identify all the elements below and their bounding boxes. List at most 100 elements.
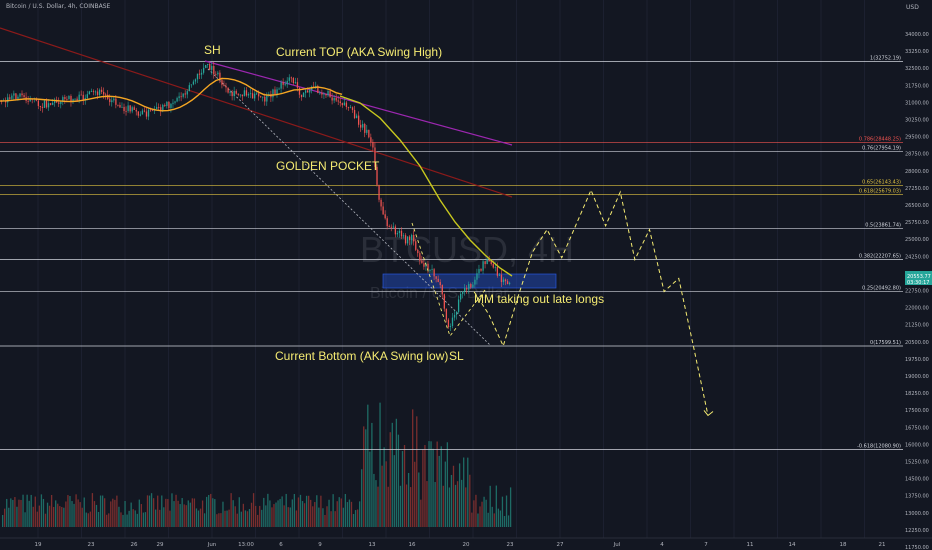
candle-body [90,91,93,93]
volume-bar [50,495,53,527]
volume-bar [171,493,173,527]
price-tick-label: 32500.00 [905,66,929,72]
demand-zone[interactable] [382,273,557,289]
current-price-value: 20553.77 [907,274,931,280]
volume-bar [416,416,418,527]
candle-body [92,91,95,93]
candle-body [496,267,499,276]
candle-body [184,93,186,95]
volume-bar [193,498,196,527]
candle-body [227,87,229,93]
volume-bar [95,504,98,527]
volume-bar [414,461,416,527]
candle-body [198,73,201,75]
candle-body [205,64,207,68]
volume-bar [157,495,159,527]
volume-bar [385,461,387,527]
volume-bar [434,482,436,527]
volume-bars [2,402,512,527]
candle-body [482,261,484,271]
time-tick-label: 23 [507,542,514,548]
volume-bar [401,451,404,527]
time-tick-label: 6 [279,542,283,548]
volume-bar [377,486,379,527]
candle-body [276,89,278,95]
volume-bar [152,498,155,527]
volume-bar [430,441,432,527]
volume-bar [316,495,318,527]
volume-bar [126,514,128,527]
volume-bar [261,509,263,527]
volume-bar [189,502,191,527]
volume-bar [424,445,426,527]
volume-bar [499,510,502,527]
candle-body [249,93,252,95]
candle-body [290,77,292,79]
projection-dashed-path [473,188,709,416]
candle-body [200,72,203,75]
volume-bar [471,512,473,527]
volume-bar [197,510,200,527]
fib-label: 0.786(28448.25) [859,136,901,142]
candle-body [296,82,299,88]
time-tick-label: 23 [88,542,95,548]
volume-bar [381,465,383,527]
volume-bar [346,502,349,527]
volume-bar [181,498,183,527]
candle-body [143,110,146,112]
candle-body [19,93,21,97]
volume-bar [467,457,469,527]
candle-body [141,110,144,115]
price-axis[interactable]: 34000.00 33250.00 32500.00 31750.00 31000.00… [905,32,929,550]
annotations[interactable]: SH Current TOP (AKA Swing High) GOLDEN P… [204,43,604,363]
volume-bar [444,461,446,527]
volume-bar [340,498,342,527]
price-tick-label: 21250.00 [905,323,929,329]
candle-body [211,66,213,70]
candle-body [145,111,148,117]
volume-bar [55,500,57,527]
price-tick-label: 13000.00 [905,511,929,517]
candle-body [264,96,266,102]
volume-bar [228,509,230,527]
volume-bar [16,506,18,527]
volume-bar [26,494,28,527]
candle-body [366,129,368,133]
volume-bar [91,493,94,527]
candle-body [37,100,40,106]
candle-body [468,284,470,290]
volume-bar [497,508,500,527]
candle-body [98,89,101,95]
projection-path[interactable] [411,188,714,417]
current-price-countdown: 03:30:17 [907,280,929,286]
volume-bar [273,504,275,527]
annotation-current-top: Current TOP (AKA Swing High) [276,45,442,59]
candle-body [17,96,19,100]
candle-body [72,99,74,102]
candle-body [45,100,48,108]
candle-body [170,103,172,108]
candle-body [382,206,384,215]
volume-bar [42,498,45,527]
candle-body [341,103,343,106]
candle-body [7,97,9,103]
volume-bar [418,472,420,527]
volume-bar [144,512,147,527]
fibonacci-retracement[interactable]: 1(32752.19) 0.786(28448.25) 0.76(27954.19)… [0,56,903,450]
volume-bar [199,508,202,527]
candle-body [149,109,152,111]
fib-label: 0.76(27954.19) [862,146,901,152]
candle-body [129,105,131,112]
volume-bar [318,507,320,527]
volume-bar [6,498,8,527]
volume-bar [230,493,232,527]
candle-body [231,91,233,97]
candle-body [445,308,448,320]
volume-bar [395,418,398,527]
candle-body [447,319,450,327]
time-tick-label: 4 [660,542,664,548]
candle-body [300,94,303,98]
candle-body [266,95,268,102]
time-axis[interactable]: 19 23 26 29 Jun 13:00 6 9 13 16 20 23 27 Jul 4 7 11 14 18 2… [0,537,932,548]
